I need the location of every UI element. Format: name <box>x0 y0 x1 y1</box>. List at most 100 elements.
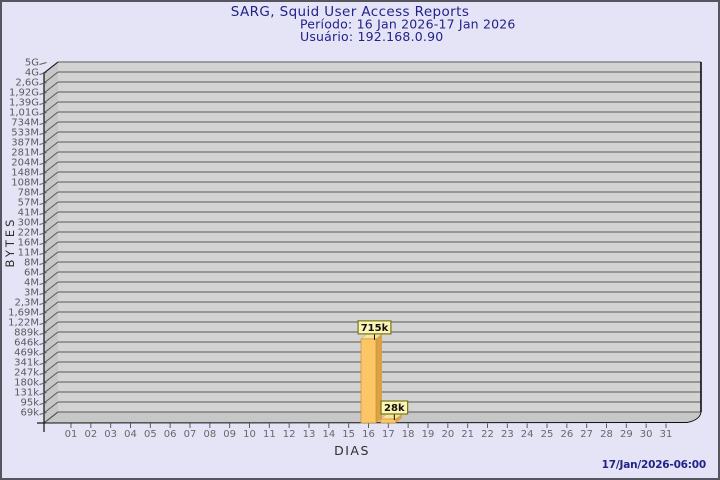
y-tick-mark <box>39 342 47 345</box>
axes <box>37 61 702 432</box>
y-tick-mark <box>39 272 47 275</box>
gridline-wall <box>43 291 59 304</box>
bar-value-label-day-17: 28k <box>384 403 405 414</box>
y-tick-label: 6M <box>24 268 39 279</box>
y-tick-label: 469k <box>14 348 39 359</box>
gridline-wall <box>43 411 59 424</box>
y-tick-mark <box>39 352 47 355</box>
x-tick-label: 23 <box>501 429 514 440</box>
y-tick-mark <box>39 62 47 65</box>
y-tick-label: 204M <box>11 158 39 169</box>
y-tick-mark <box>39 222 47 225</box>
bar-value-label-day-16: 715k <box>361 323 389 334</box>
y-tick-mark <box>39 212 47 215</box>
gridline-wall <box>43 311 59 324</box>
gridline-wall <box>43 301 59 314</box>
gridline-wall <box>43 371 59 384</box>
bar-value-box-day-17 <box>380 400 409 415</box>
y-tick-label: 281M <box>11 148 39 159</box>
gridline-wall <box>43 271 59 284</box>
y-tick-mark <box>39 202 47 205</box>
y-tick-label: 734M <box>11 118 39 129</box>
y-tick-label: 1,22M <box>8 318 39 329</box>
gridline-wall <box>43 181 59 194</box>
x-axis-title: DIAS <box>334 443 370 458</box>
x-tick-label: 07 <box>184 429 197 440</box>
x-tick-label: 21 <box>461 429 474 440</box>
y-tick-mark <box>39 252 47 255</box>
y-tick-label: 78M <box>18 188 39 199</box>
y-tick-label: 148M <box>11 168 39 179</box>
gridline-wall <box>43 91 59 104</box>
x-tick-label: 13 <box>303 429 316 440</box>
y-tick-label: 889k <box>14 328 39 339</box>
x-tick-label: 06 <box>164 429 177 440</box>
y-tick-mark <box>39 112 47 115</box>
x-tick-label: 24 <box>521 429 534 440</box>
gridline-wall <box>43 111 59 124</box>
y-tick-label: 387M <box>11 138 39 149</box>
y-tick-label: 11M <box>18 248 39 259</box>
gridline-wall <box>43 121 59 134</box>
x-tick-label: 02 <box>84 429 97 440</box>
report-period: Período: 16 Jan 2026-17 Jan 2026 <box>300 17 516 32</box>
gridline-wall <box>43 81 59 94</box>
y-tick-mark <box>39 182 47 185</box>
y-tick-mark <box>39 262 47 265</box>
y-tick-mark <box>39 302 47 305</box>
y-tick-label: 95k <box>20 398 39 409</box>
gridline-wall <box>43 381 59 394</box>
y-tick-label: 1,39G <box>9 98 39 109</box>
y-tick-label: 108M <box>11 178 39 189</box>
gridline-wall <box>43 211 59 224</box>
x-tick-label: 12 <box>283 429 296 440</box>
x-tick-label: 03 <box>104 429 117 440</box>
gridline-wall <box>43 261 59 274</box>
x-tick-label: 19 <box>422 429 435 440</box>
y-tick-mark <box>39 192 47 195</box>
gridline-wall <box>43 251 59 264</box>
y-tick-label: 3M <box>24 288 39 299</box>
x-tick-label: 26 <box>560 429 573 440</box>
y-tick-label: 2,6G <box>15 78 39 89</box>
x-tick-label: 22 <box>481 429 494 440</box>
x-tick-label: 25 <box>541 429 554 440</box>
bar-front-day-17 <box>380 418 397 424</box>
gridline-wall <box>43 191 59 204</box>
gridline-wall <box>43 321 59 334</box>
x-tick-label: 18 <box>402 429 415 440</box>
plot-left-wall <box>44 62 58 423</box>
y-tick-label: 131k <box>14 388 39 399</box>
generation-timestamp: 17/Jan/2026-06:00 <box>602 459 706 471</box>
gridline-wall <box>43 131 59 144</box>
y-tick-label: 41M <box>18 208 39 219</box>
y-tick-mark <box>39 152 47 155</box>
gridline-wall <box>43 281 59 294</box>
y-tick-mark <box>39 242 47 245</box>
y-tick-mark <box>39 162 47 165</box>
y-tick-label: 341k <box>14 358 39 369</box>
y-tick-mark <box>39 132 47 135</box>
y-tick-mark <box>39 172 47 175</box>
y-tick-mark <box>39 322 47 325</box>
wall-top-edge <box>43 61 59 74</box>
x-tick-label: 08 <box>203 429 216 440</box>
x-tick-label: 17 <box>382 429 395 440</box>
y-tick-label: 4G <box>25 68 39 79</box>
y-tick-label: 30M <box>18 218 39 229</box>
gridline-wall <box>43 71 59 84</box>
y-tick-mark <box>39 282 47 285</box>
bars: 715k 28k <box>357 320 409 424</box>
bar-front-day-16 <box>360 338 377 424</box>
x-tick-label: 30 <box>640 429 653 440</box>
gridline-wall <box>43 361 59 374</box>
y-tick-mark <box>39 72 47 75</box>
report-user: Usuário: 192.168.0.90 <box>300 29 443 44</box>
gridline-wall <box>43 151 59 164</box>
x-tick-label: 20 <box>441 429 454 440</box>
y-tick-label: 22M <box>18 228 39 239</box>
y-tick-mark <box>39 312 47 315</box>
y-tick-label: 2,3M <box>14 298 39 309</box>
